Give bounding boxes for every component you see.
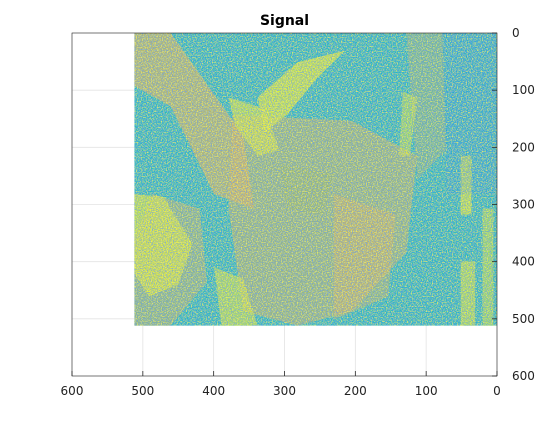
y-tick-label: 600 — [512, 369, 535, 383]
x-tick-label: 100 — [415, 384, 438, 398]
image-noise-bright — [134, 33, 497, 326]
x-tick-label: 0 — [493, 384, 501, 398]
heatmap-image — [134, 33, 497, 326]
y-tick-label: 200 — [512, 140, 535, 154]
y-tick-label: 0 — [512, 26, 520, 40]
x-tick-label: 400 — [202, 384, 225, 398]
x-tick-label: 300 — [273, 384, 296, 398]
chart-title: Signal — [260, 13, 309, 29]
y-tick-label: 500 — [512, 312, 535, 326]
y-tick-label: 100 — [512, 83, 535, 97]
y-tick-label: 400 — [512, 255, 535, 269]
y-axis: 0 100 200 300 400 500 600 — [492, 26, 535, 383]
x-tick-label: 600 — [61, 384, 84, 398]
x-tick-label: 200 — [344, 384, 367, 398]
x-tick-label: 500 — [131, 384, 154, 398]
y-tick-label: 300 — [512, 198, 535, 212]
